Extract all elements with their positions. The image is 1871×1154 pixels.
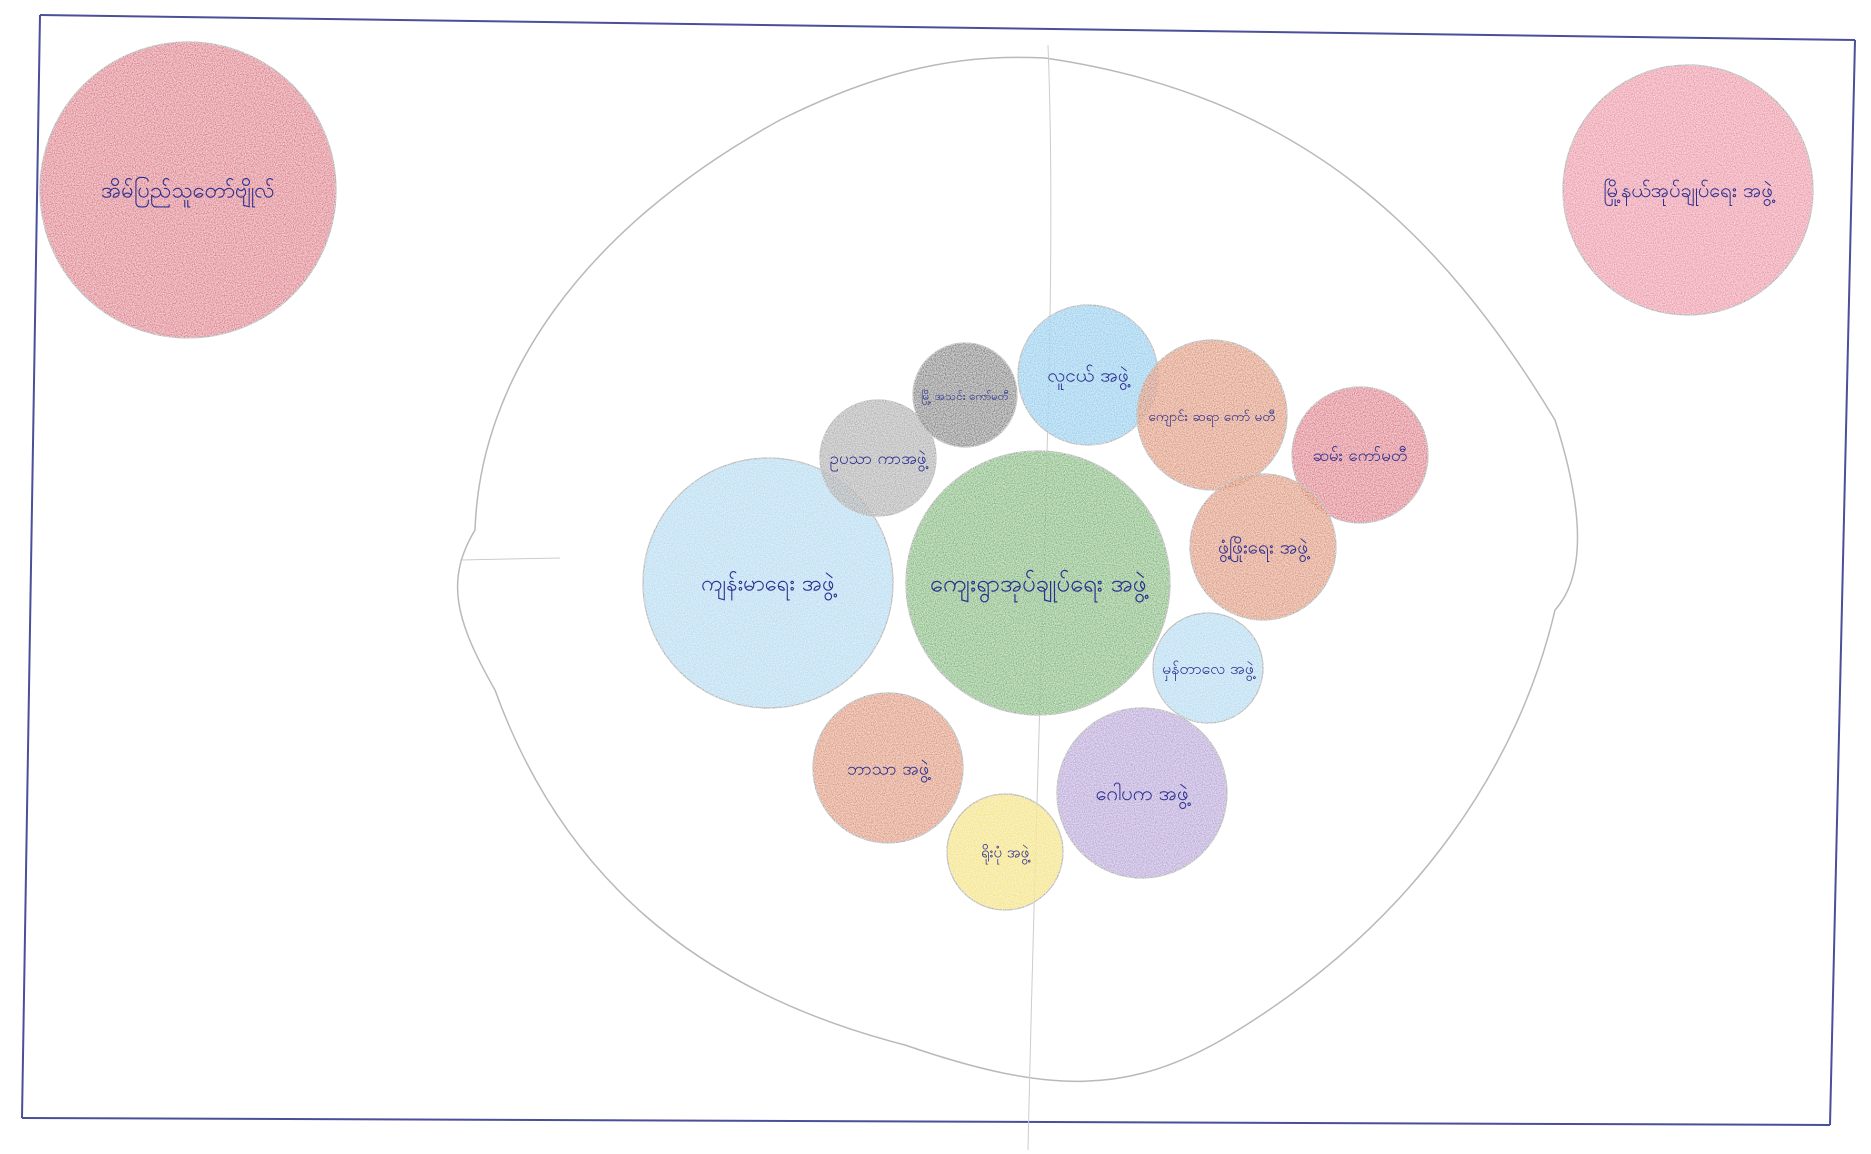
frame-right-line bbox=[1829, 39, 1856, 1126]
top-right-pink-label: မြို့နယ်အုပ်ချုပ်ရေး အဖွဲ့ bbox=[1603, 178, 1775, 206]
security-label: ဆမ်း ကော်မတီ bbox=[1313, 446, 1408, 466]
black-label: မြို့ အသင်း ကော်မတီ bbox=[921, 389, 1009, 405]
development-label: ဖွံ့ဖြိုးရေး အဖွဲ့ bbox=[1218, 535, 1310, 563]
group-small-yellow: ရိုးပုံ အဖွဲ့ bbox=[946, 793, 1064, 911]
elders-label: ဥပသာ ကာအဖွဲ့ bbox=[830, 449, 929, 472]
group-women: မှန်တာလေ အဖွဲ့ bbox=[1152, 612, 1264, 724]
group-security: ဆမ်း ကော်မတီ bbox=[1291, 386, 1429, 524]
top-right-pink-circle bbox=[1562, 64, 1814, 316]
group-top-left-red: အိမ်ပြည်သူတော်ဗျိုလ် bbox=[39, 41, 337, 339]
group-religious: လူငယ် အဖွဲ့ bbox=[1017, 304, 1159, 446]
top-left-red-circle bbox=[39, 41, 337, 339]
security-circle bbox=[1291, 386, 1429, 524]
frame-bottom-line bbox=[21, 1117, 1831, 1126]
school-circle bbox=[1136, 339, 1288, 491]
women-circle bbox=[1152, 612, 1264, 724]
development-circle bbox=[1189, 473, 1337, 621]
center-green-circle bbox=[905, 450, 1171, 716]
black-circle bbox=[912, 342, 1018, 448]
page-frame bbox=[21, 14, 1856, 1126]
small-yellow-label: ရိုးပုံ အဖွဲ့ bbox=[981, 843, 1032, 864]
top-left-red-label: အိမ်ပြည်သူတော်ဗျိုလ် bbox=[101, 177, 275, 209]
groups-layer: အိမ်ပြည်သူတော်ဗျိုလ် မြို့နယ်အုပ်ချုပ်ရေး… bbox=[39, 41, 1814, 911]
dharma-circle bbox=[812, 692, 964, 844]
group-top-right-pink: မြို့နယ်အုပ်ချုပ်ရေး အဖွဲ့ bbox=[1562, 64, 1814, 316]
youth-circle bbox=[642, 457, 894, 709]
group-social: ဂေါပက အဖွဲ့ bbox=[1056, 707, 1228, 879]
group-dharma: ဘာသာ အဖွဲ့ bbox=[812, 692, 964, 844]
school-label: ကျောင်း ဆရာ ကော် မတီ bbox=[1148, 409, 1276, 427]
women-label: မှန်တာလေ အဖွဲ့ bbox=[1162, 659, 1256, 681]
dharma-label: ဘာသာ အဖွဲ့ bbox=[847, 758, 931, 782]
youth-label: ကျန်းမာရေး အဖွဲ့ bbox=[701, 571, 838, 602]
frame-left-line bbox=[21, 14, 41, 1119]
religious-label: လူငယ် အဖွဲ့ bbox=[1047, 364, 1130, 391]
group-center-green: ကျေးရွာအုပ်ချုပ်ရေး အဖွဲ့ bbox=[905, 450, 1171, 716]
community-boundary bbox=[456, 56, 1579, 1083]
small-yellow-circle bbox=[946, 793, 1064, 911]
social-label: ဂေါပက အဖွဲ့ bbox=[1096, 781, 1191, 809]
group-black: မြို့ အသင်း ကော်မတီ bbox=[912, 342, 1018, 448]
fold-line-horizontal bbox=[459, 557, 561, 561]
group-youth: ကျန်းမာရေး အဖွဲ့ bbox=[642, 457, 894, 709]
frame-top-line bbox=[39, 14, 1856, 41]
group-development: ဖွံ့ဖြိုးရေး အဖွဲ့ bbox=[1189, 473, 1337, 621]
social-circle bbox=[1056, 707, 1228, 879]
elders-circle bbox=[819, 399, 937, 517]
group-elders: ဥပသာ ကာအဖွဲ့ bbox=[819, 399, 937, 517]
group-school: ကျောင်း ဆရာ ကော် မတီ bbox=[1136, 339, 1288, 491]
